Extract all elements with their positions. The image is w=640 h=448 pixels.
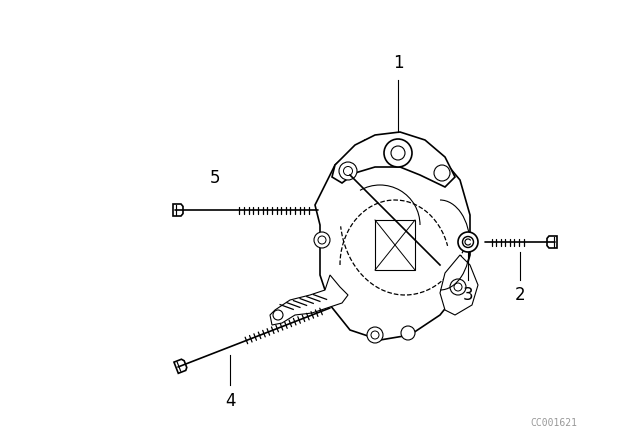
Circle shape: [384, 139, 412, 167]
Text: 1: 1: [393, 54, 403, 72]
Text: CC001621: CC001621: [530, 418, 577, 428]
Circle shape: [273, 310, 283, 320]
Circle shape: [401, 326, 415, 340]
Polygon shape: [375, 220, 415, 270]
Text: 2: 2: [515, 286, 525, 304]
Polygon shape: [173, 204, 183, 216]
Circle shape: [450, 279, 466, 295]
Circle shape: [434, 165, 450, 181]
Polygon shape: [440, 255, 478, 315]
Polygon shape: [332, 132, 455, 187]
Text: 3: 3: [463, 286, 474, 304]
Polygon shape: [174, 359, 187, 373]
Text: 5: 5: [210, 169, 220, 187]
Circle shape: [367, 327, 383, 343]
Polygon shape: [270, 275, 348, 325]
Text: 4: 4: [225, 392, 236, 410]
Polygon shape: [315, 135, 470, 340]
Circle shape: [314, 232, 330, 248]
Circle shape: [339, 162, 357, 180]
Circle shape: [458, 232, 478, 252]
Polygon shape: [547, 236, 557, 248]
